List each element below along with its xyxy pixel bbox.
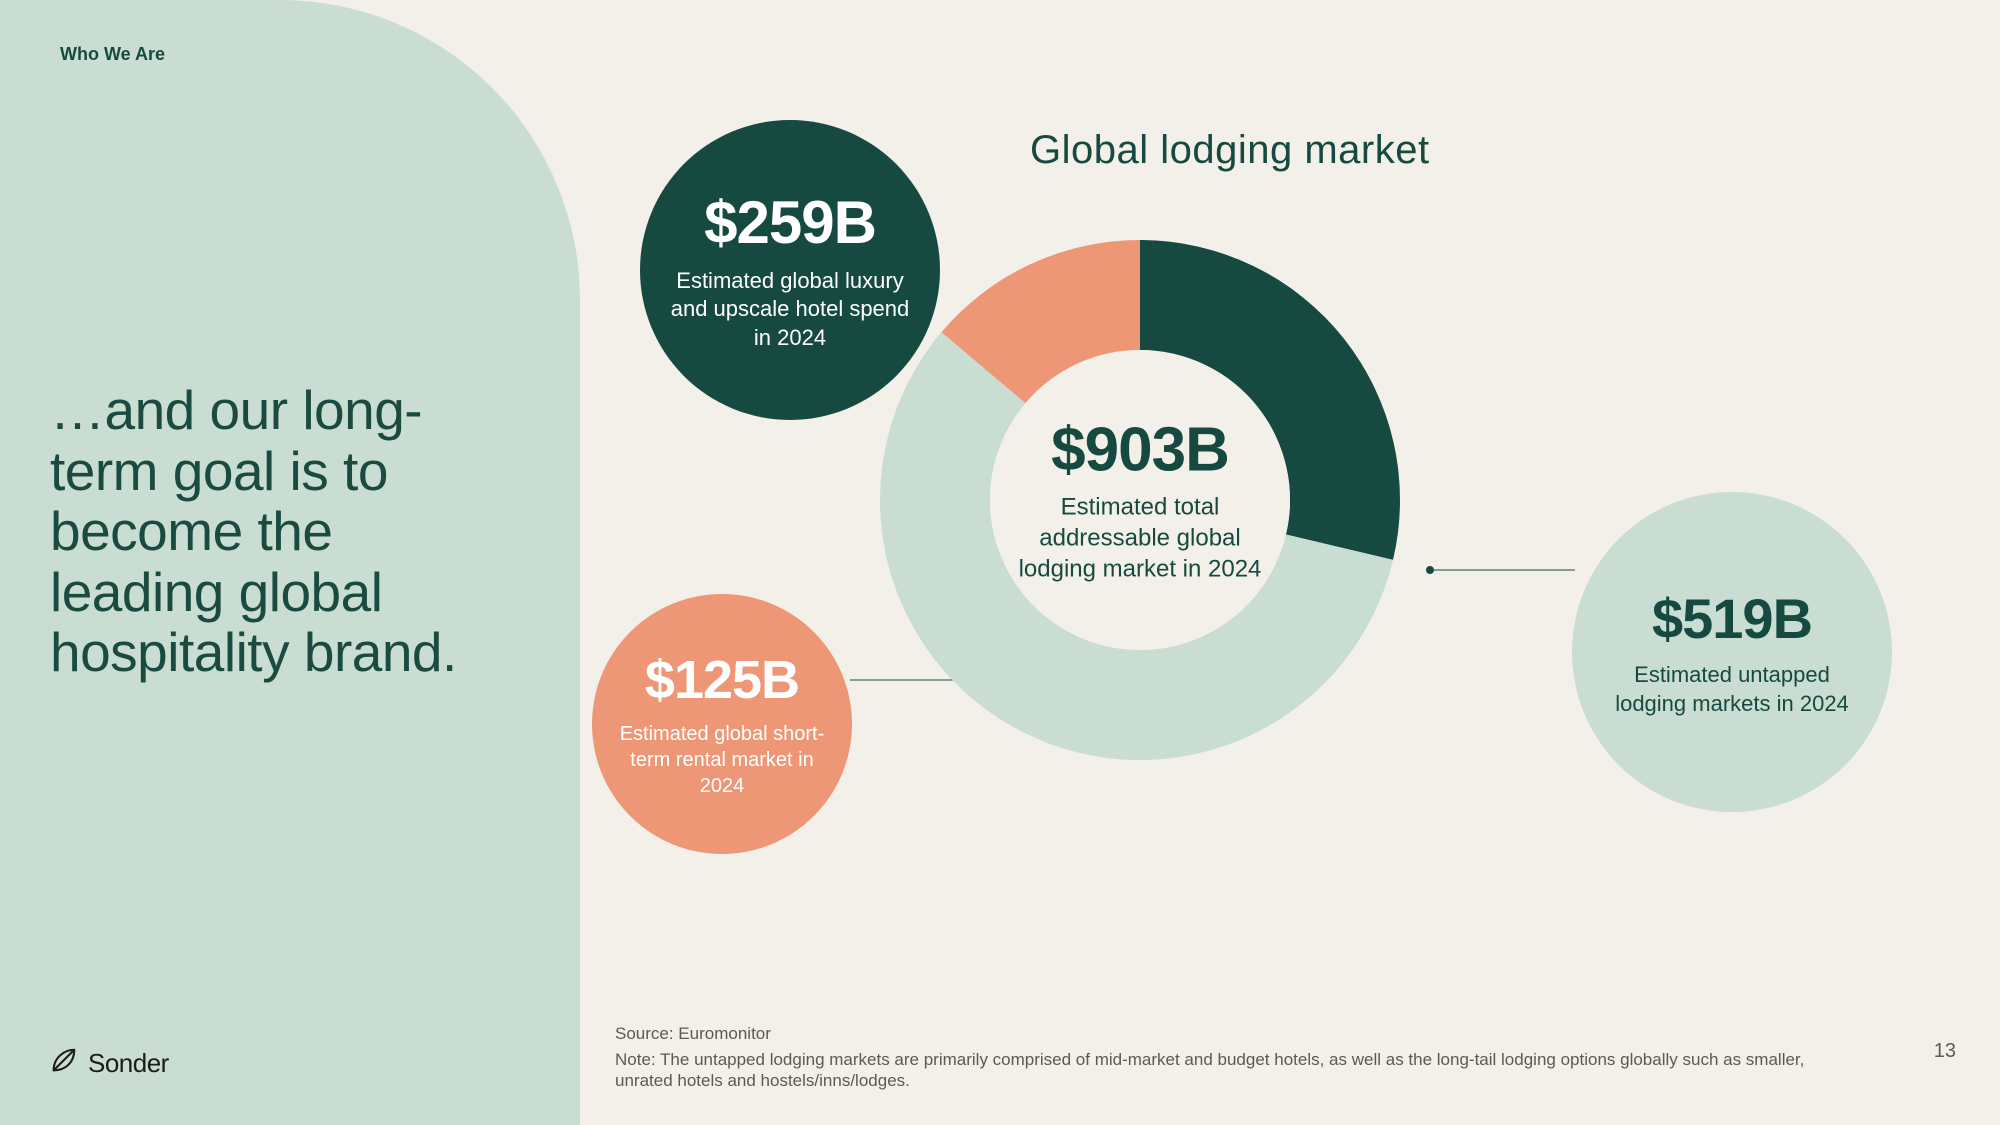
footnote-source: Source: Euromonitor <box>615 1023 1855 1044</box>
donut-center-value: $903B <box>1000 415 1280 486</box>
donut-chart: $903B Estimated total addressable global… <box>880 240 1400 760</box>
brand-name: Sonder <box>88 1048 169 1079</box>
leaf-icon <box>48 1046 78 1081</box>
donut-center: $903B Estimated total addressable global… <box>1000 415 1280 586</box>
callout-rental: $125B Estimated global short-term rental… <box>592 594 852 854</box>
chart-title: Global lodging market <box>1030 128 1430 173</box>
callout-rental-value: $125B <box>645 649 799 711</box>
footnotes: Source: Euromonitor Note: The untapped l… <box>615 1023 1855 1091</box>
brand-logo: Sonder <box>48 1046 169 1081</box>
callout-untapped: $519B Estimated untapped lodging markets… <box>1572 492 1892 812</box>
callout-luxury-label: Estimated global luxury and upscale hote… <box>670 267 910 353</box>
callout-untapped-label: Estimated untapped lodging markets in 20… <box>1612 661 1852 718</box>
section-label: Who We Are <box>60 44 165 65</box>
headline: …and our long-term goal is to become the… <box>50 380 520 683</box>
page-number: 13 <box>1934 1040 1956 1063</box>
callout-rental-label: Estimated global short-term rental marke… <box>617 721 827 799</box>
donut-center-label: Estimated total addressable global lodgi… <box>1000 492 1280 586</box>
callout-luxury-value: $259B <box>704 188 876 257</box>
footnote-note: Note: The untapped lodging markets are p… <box>615 1049 1855 1092</box>
callout-untapped-value: $519B <box>1652 586 1812 651</box>
callout-luxury: $259B Estimated global luxury and upscal… <box>640 120 940 420</box>
